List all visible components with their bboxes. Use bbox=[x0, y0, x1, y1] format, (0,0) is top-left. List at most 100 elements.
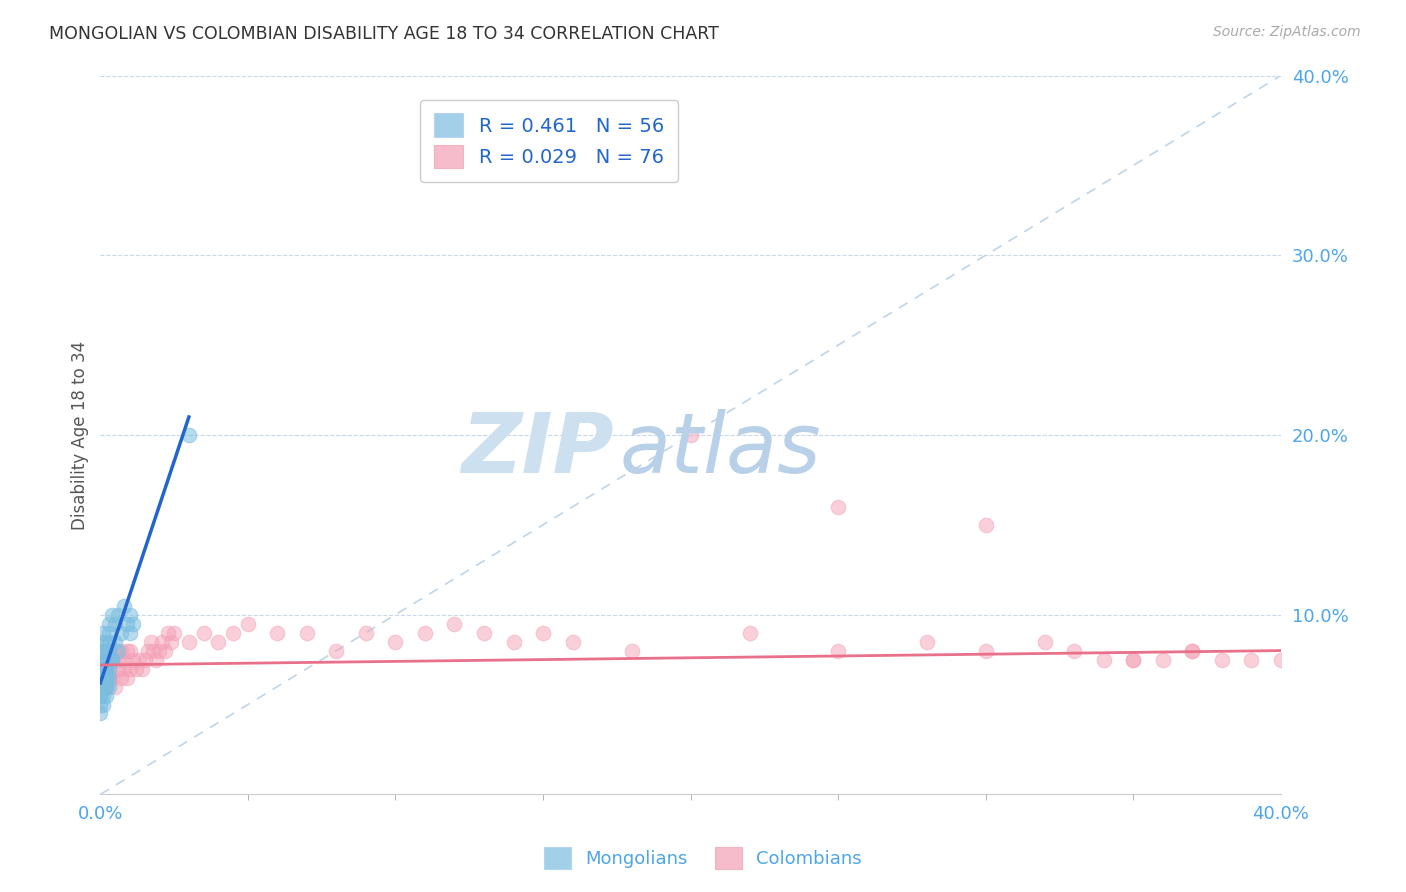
Point bbox=[91, 671, 114, 685]
Point bbox=[98, 643, 121, 657]
Point bbox=[96, 671, 118, 685]
Point bbox=[974, 517, 997, 532]
Point bbox=[110, 625, 132, 640]
Point bbox=[266, 625, 288, 640]
Point bbox=[96, 643, 118, 657]
Text: atlas: atlas bbox=[620, 409, 821, 490]
Point bbox=[89, 652, 111, 666]
Point bbox=[827, 643, 849, 657]
Point bbox=[443, 616, 465, 631]
Point bbox=[620, 643, 643, 657]
Point bbox=[91, 662, 114, 676]
Point bbox=[98, 616, 121, 631]
Point bbox=[118, 625, 141, 640]
Point bbox=[1181, 643, 1204, 657]
Point bbox=[295, 625, 318, 640]
Point bbox=[89, 671, 111, 685]
Point bbox=[1152, 652, 1174, 666]
Point bbox=[112, 662, 135, 676]
Point bbox=[101, 607, 124, 622]
Point bbox=[157, 625, 180, 640]
Point bbox=[1270, 652, 1292, 666]
Point bbox=[101, 652, 124, 666]
Point bbox=[101, 652, 124, 666]
Point bbox=[98, 625, 121, 640]
Point bbox=[112, 599, 135, 613]
Point bbox=[98, 662, 121, 676]
Point bbox=[177, 428, 200, 442]
Point bbox=[98, 643, 121, 657]
Point bbox=[1063, 643, 1085, 657]
Point bbox=[91, 625, 114, 640]
Point bbox=[91, 689, 114, 703]
Point bbox=[236, 616, 259, 631]
Point bbox=[118, 607, 141, 622]
Point bbox=[96, 680, 118, 694]
Point bbox=[101, 652, 124, 666]
Point bbox=[96, 662, 118, 676]
Point bbox=[110, 671, 132, 685]
Point bbox=[121, 652, 143, 666]
Point bbox=[104, 616, 127, 631]
Point bbox=[98, 652, 121, 666]
Point bbox=[91, 680, 114, 694]
Point bbox=[89, 671, 111, 685]
Point bbox=[107, 652, 129, 666]
Point bbox=[104, 634, 127, 648]
Point bbox=[738, 625, 761, 640]
Point bbox=[91, 662, 114, 676]
Point bbox=[472, 625, 495, 640]
Point bbox=[118, 662, 141, 676]
Point bbox=[91, 671, 114, 685]
Point bbox=[96, 634, 118, 648]
Point bbox=[121, 616, 143, 631]
Point bbox=[413, 625, 436, 640]
Point bbox=[107, 643, 129, 657]
Point bbox=[134, 652, 156, 666]
Point bbox=[89, 706, 111, 721]
Point bbox=[96, 680, 118, 694]
Point bbox=[107, 662, 129, 676]
Text: Source: ZipAtlas.com: Source: ZipAtlas.com bbox=[1213, 25, 1361, 39]
Text: MONGOLIAN VS COLOMBIAN DISABILITY AGE 18 TO 34 CORRELATION CHART: MONGOLIAN VS COLOMBIAN DISABILITY AGE 18… bbox=[49, 25, 718, 43]
Point bbox=[115, 671, 138, 685]
Point bbox=[222, 625, 245, 640]
Point bbox=[1122, 652, 1144, 666]
Point bbox=[915, 634, 938, 648]
Point bbox=[104, 680, 127, 694]
Point bbox=[115, 643, 138, 657]
Point bbox=[115, 616, 138, 631]
Legend: R = 0.461   N = 56, R = 0.029   N = 76: R = 0.461 N = 56, R = 0.029 N = 76 bbox=[420, 100, 678, 182]
Point bbox=[561, 634, 583, 648]
Point bbox=[89, 689, 111, 703]
Point bbox=[131, 662, 153, 676]
Point bbox=[150, 634, 173, 648]
Point bbox=[1122, 652, 1144, 666]
Point bbox=[139, 634, 162, 648]
Point bbox=[91, 680, 114, 694]
Point bbox=[125, 662, 148, 676]
Point bbox=[89, 652, 111, 666]
Y-axis label: Disability Age 18 to 34: Disability Age 18 to 34 bbox=[72, 341, 89, 530]
Point bbox=[96, 680, 118, 694]
Point bbox=[974, 643, 997, 657]
Point bbox=[91, 680, 114, 694]
Point bbox=[110, 643, 132, 657]
Point bbox=[118, 643, 141, 657]
Point bbox=[96, 671, 118, 685]
Point bbox=[679, 428, 702, 442]
Point bbox=[128, 652, 150, 666]
Point bbox=[163, 625, 186, 640]
Point bbox=[96, 662, 118, 676]
Point bbox=[502, 634, 524, 648]
Point bbox=[112, 652, 135, 666]
Point bbox=[89, 689, 111, 703]
Point bbox=[1240, 652, 1263, 666]
Point bbox=[91, 680, 114, 694]
Point bbox=[148, 643, 170, 657]
Point bbox=[145, 652, 167, 666]
Point bbox=[136, 643, 159, 657]
Point bbox=[89, 634, 111, 648]
Point bbox=[98, 671, 121, 685]
Point bbox=[1211, 652, 1233, 666]
